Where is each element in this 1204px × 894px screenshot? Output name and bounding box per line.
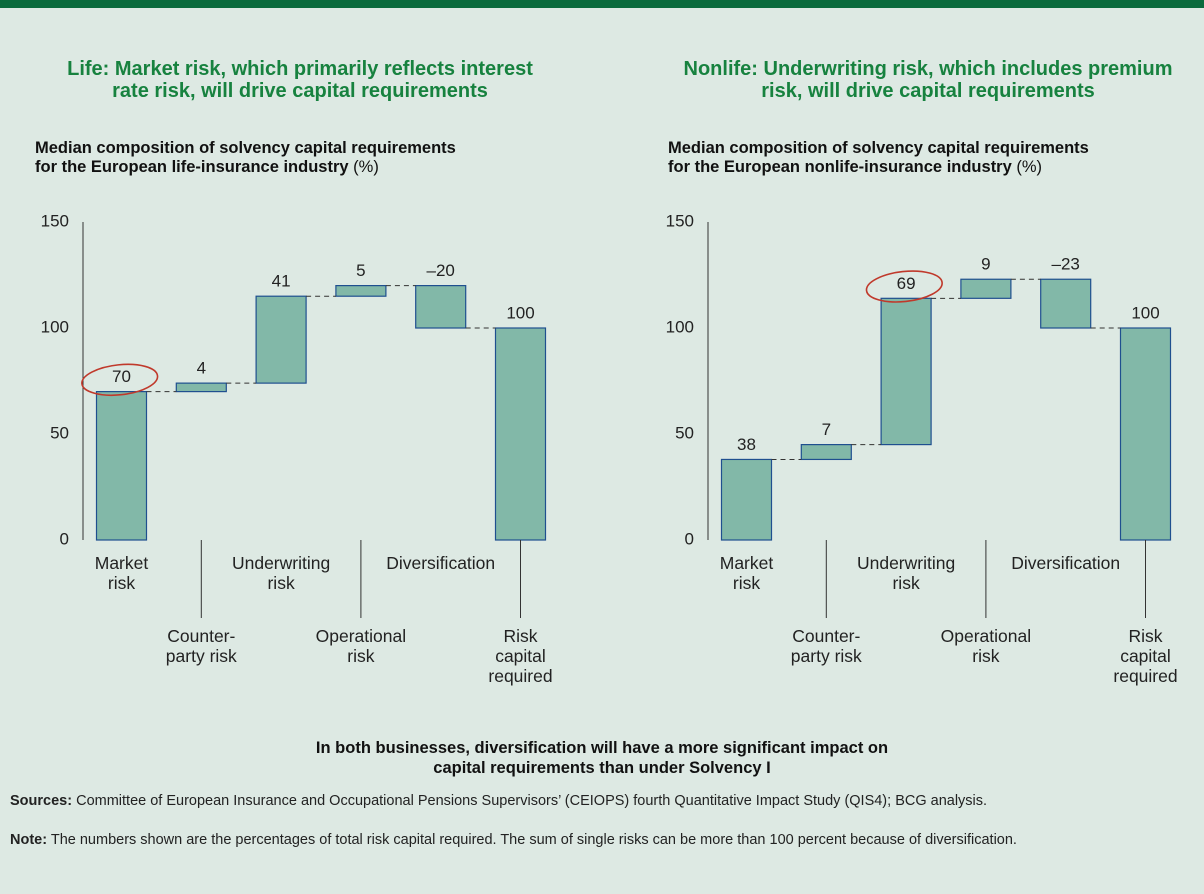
value-label: 100 xyxy=(506,303,534,322)
bar xyxy=(335,285,387,297)
x-tick-label: Counter- party risk xyxy=(165,626,237,666)
bar xyxy=(1119,327,1172,541)
note-text: The numbers shown are the percentages of… xyxy=(50,832,1017,848)
bar xyxy=(720,458,773,541)
y-tick-label: 100 xyxy=(666,317,694,336)
x-tick-label: Counter- party risk xyxy=(790,626,862,666)
sources-text: Committee of European Insurance and Occu… xyxy=(76,793,988,809)
x-tick-label: Operational risk xyxy=(315,626,407,666)
subtitle-text: Median composition of solvency capital r… xyxy=(668,139,1089,176)
subtitle-text: Median composition of solvency capital r… xyxy=(35,139,456,176)
bar xyxy=(880,297,932,446)
bar xyxy=(800,444,852,461)
highlight-ellipse xyxy=(81,363,159,397)
unit: (%) xyxy=(1016,158,1043,176)
bar xyxy=(175,382,227,393)
x-tick-label: Underwriting risk xyxy=(231,553,331,593)
bar xyxy=(960,278,1012,299)
x-tick-label: Risk capital required xyxy=(1113,626,1178,686)
y-tick-label: 100 xyxy=(41,317,69,336)
y-tick-label: 150 xyxy=(41,211,69,230)
x-tick-label: Diversification xyxy=(386,553,496,573)
value-label: 69 xyxy=(897,274,916,293)
x-tick-label: Operational risk xyxy=(940,626,1032,666)
y-tick-label: 0 xyxy=(685,529,694,548)
value-label: 7 xyxy=(822,420,831,439)
value-label: 41 xyxy=(272,272,291,291)
x-tick-label: Underwriting risk xyxy=(856,553,956,593)
conclusion: In both businesses, diversification will… xyxy=(315,739,889,777)
value-label: 9 xyxy=(981,255,990,274)
value-label: 4 xyxy=(197,359,206,378)
bar xyxy=(415,285,467,329)
chart-title: Nonlife: Underwriting risk, which includ… xyxy=(683,58,1173,102)
x-tick-label: Risk capital required xyxy=(488,626,553,686)
chart-subtitle: Median composition of solvency capital r… xyxy=(668,139,1098,177)
note-label: Note: xyxy=(10,832,48,848)
highlight-ellipse xyxy=(865,270,943,303)
sources-label: Sources: xyxy=(10,793,73,809)
top-bar xyxy=(0,0,1204,8)
chart-title: Life: Market risk, which primarily refle… xyxy=(67,58,533,102)
bar xyxy=(95,391,148,541)
value-label: –20 xyxy=(427,261,455,280)
unit: (%) xyxy=(353,158,379,176)
y-tick-label: 50 xyxy=(675,423,694,442)
x-tick-label: Market risk xyxy=(719,553,774,593)
x-tick-label: Market risk xyxy=(94,553,149,593)
value-label: –23 xyxy=(1052,255,1080,274)
y-tick-label: 50 xyxy=(50,423,69,442)
value-label: 70 xyxy=(112,367,131,386)
bar xyxy=(255,295,307,384)
note: Note: The numbers shown are the percenta… xyxy=(10,831,1160,850)
value-label: 100 xyxy=(1131,303,1159,322)
chart-subtitle: Median composition of solvency capital r… xyxy=(35,139,465,177)
y-tick-label: 0 xyxy=(60,529,69,548)
value-label: 38 xyxy=(737,435,756,454)
x-tick-label: Diversification xyxy=(1011,553,1121,573)
y-tick-label: 150 xyxy=(666,211,694,230)
value-label: 5 xyxy=(356,261,365,280)
bar xyxy=(494,327,547,541)
bar xyxy=(1040,278,1092,329)
sources: Sources: Committee of European Insurance… xyxy=(10,792,1160,811)
